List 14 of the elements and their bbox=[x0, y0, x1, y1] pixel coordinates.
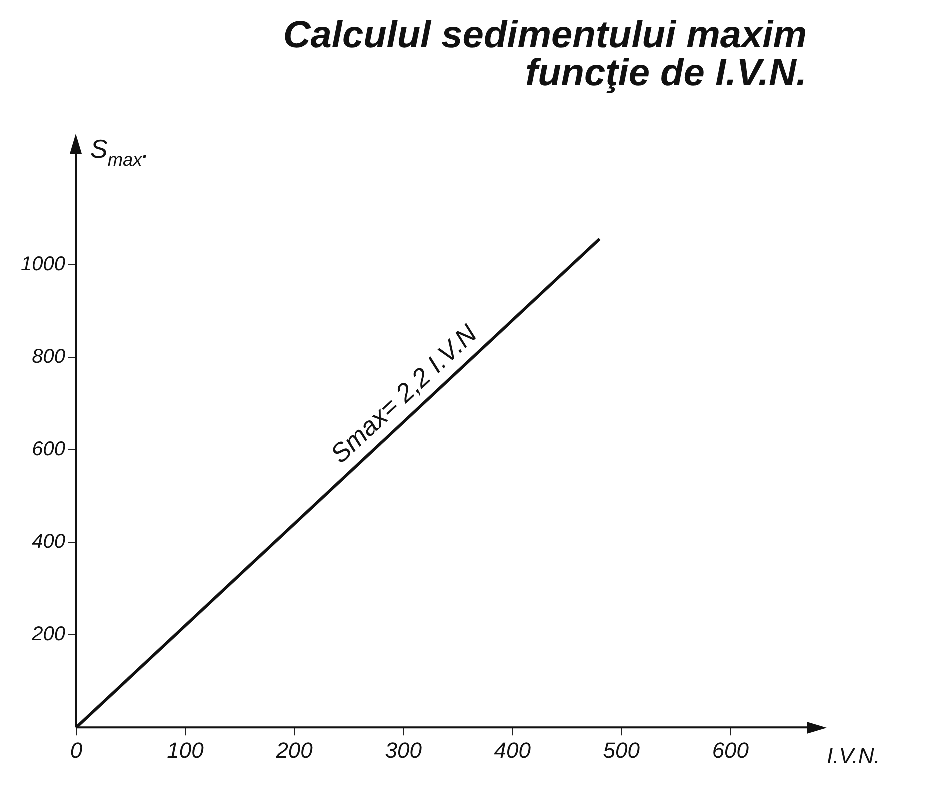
x-tick-label: 200 bbox=[275, 738, 314, 763]
x-tick-label: 300 bbox=[385, 738, 423, 763]
x-tick-label: 500 bbox=[603, 738, 641, 763]
x-tick-label: 600 bbox=[712, 738, 750, 763]
x-tick-label: 0 bbox=[70, 738, 84, 763]
chart-title: Calculul sedimentului maxim funcţie de I.V.N. bbox=[283, 14, 807, 94]
x-tick-label: 400 bbox=[494, 738, 532, 763]
y-tick-label: 800 bbox=[32, 346, 66, 368]
y-tick-label: 400 bbox=[32, 531, 66, 554]
y-tick-label: 600 bbox=[32, 438, 66, 461]
x-axis-title: I.V.N. bbox=[827, 744, 880, 769]
y-tick-label: 200 bbox=[31, 624, 66, 646]
x-tick-label: 100 bbox=[167, 738, 205, 763]
y-tick-label: 1000 bbox=[20, 254, 66, 276]
